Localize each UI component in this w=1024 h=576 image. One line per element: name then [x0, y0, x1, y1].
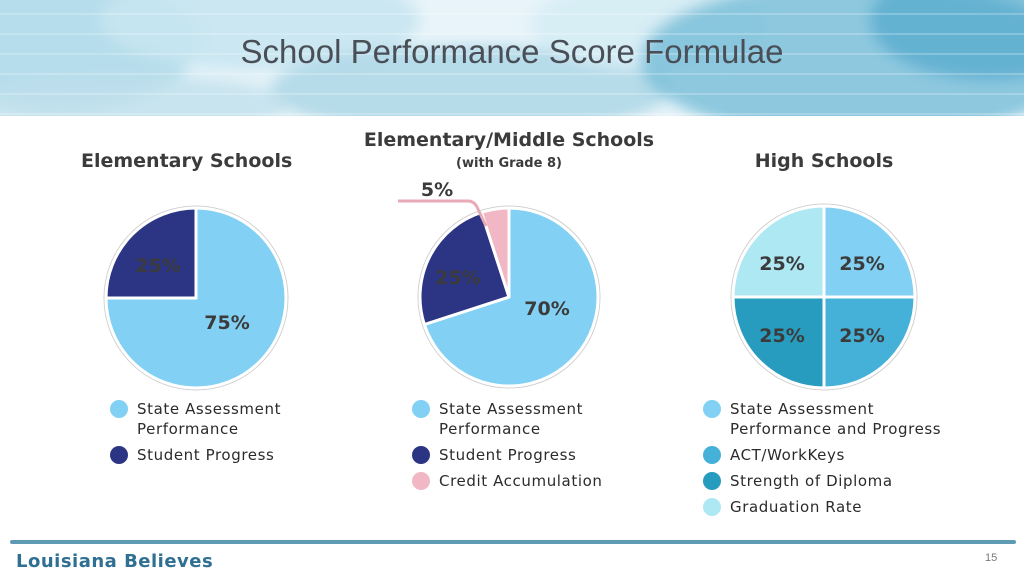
- legend-label: Performance: [439, 420, 541, 438]
- pie-outline: [103, 205, 289, 391]
- slice-value-label: 25%: [759, 253, 804, 275]
- pie-charts: Elementary Schools 75% 25% State Assessment…: [81, 129, 941, 516]
- pie-slice: [104, 206, 198, 300]
- slice-value-label: 70%: [524, 298, 569, 320]
- watercolor-banner: [0, 0, 1024, 116]
- chart-title: High Schools: [755, 150, 894, 172]
- legend-swatch: [412, 472, 430, 490]
- legend-label: Graduation Rate: [730, 498, 862, 516]
- pie-slice: [418, 210, 511, 326]
- legend-label: Performance: [137, 420, 239, 438]
- pie-slice: [731, 204, 826, 299]
- legend-swatch: [110, 446, 128, 464]
- legend-label: Strength of Diploma: [730, 472, 893, 490]
- pie-slice: [480, 206, 511, 299]
- pie-outline: [417, 205, 601, 389]
- legend-label: State Assessment: [730, 400, 874, 418]
- slice-value-label: 25%: [435, 267, 480, 289]
- slice-value-label: 25%: [135, 255, 180, 277]
- slice-value-label: 25%: [759, 325, 804, 347]
- slice-value-label: 25%: [839, 253, 884, 275]
- legend-swatch: [703, 446, 721, 464]
- legend-label: State Assessment: [439, 400, 583, 418]
- chart-subtitle: (with Grade 8): [456, 156, 562, 171]
- legend-swatch: [412, 446, 430, 464]
- legend-swatch: [110, 400, 128, 418]
- footer-divider: [10, 540, 1016, 544]
- pie-slice: [731, 295, 826, 390]
- pie-slice: [822, 295, 917, 390]
- legend-label: Performance and Progress: [730, 420, 941, 438]
- legend-label: Student Progress: [137, 446, 274, 464]
- legend-label: ACT/WorkKeys: [730, 446, 845, 464]
- brand-logo-text: Louisiana Believes: [16, 551, 214, 572]
- legend-label: Student Progress: [439, 446, 576, 464]
- chart-title: Elementary Schools: [81, 150, 292, 172]
- legend-label: State Assessment: [137, 400, 281, 418]
- page-number: 15: [985, 552, 998, 564]
- pie-outline: [730, 203, 918, 391]
- slice-value-label: 25%: [839, 325, 884, 347]
- legend-swatch: [703, 498, 721, 516]
- legend-swatch: [412, 400, 430, 418]
- legend-swatch: [703, 472, 721, 490]
- legend-swatch: [703, 400, 721, 418]
- slice-value-label: 75%: [204, 312, 249, 334]
- pie-slice: [422, 206, 600, 388]
- pie-slice: [822, 204, 917, 299]
- legend-label: Credit Accumulation: [439, 472, 603, 490]
- page-title: School Performance Score Formulae: [240, 33, 784, 70]
- slice-value-label: 5%: [421, 179, 453, 201]
- callout-line: [398, 199, 488, 227]
- chart-title: Elementary/Middle Schools: [364, 129, 654, 151]
